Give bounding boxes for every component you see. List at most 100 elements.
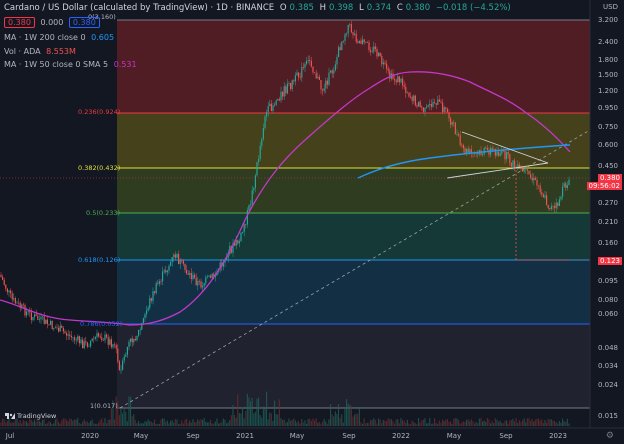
candle-body xyxy=(405,87,407,94)
volume-bar xyxy=(550,419,552,426)
volume-bar xyxy=(144,421,146,426)
triangle-pattern[interactable] xyxy=(446,131,549,179)
candle-body xyxy=(546,195,548,205)
candle-body xyxy=(448,112,450,119)
candle-body xyxy=(162,271,164,282)
volume-bar xyxy=(435,422,437,426)
candle-body xyxy=(534,177,536,180)
volume-bar xyxy=(218,423,220,426)
volume-bar xyxy=(522,420,524,426)
xtick: May xyxy=(289,432,305,440)
volume-bar xyxy=(117,401,119,426)
candle-body xyxy=(194,274,196,279)
volume-bar xyxy=(352,416,354,426)
volume-bar xyxy=(221,421,223,426)
candle-body xyxy=(309,59,311,61)
volume-legend[interactable]: Vol · ADA 8.553M xyxy=(4,47,79,56)
volume-bar xyxy=(331,414,333,426)
candle-body xyxy=(542,194,544,198)
symbol-header[interactable]: Cardano / US Dollar (calculated by Tradi… xyxy=(4,3,514,13)
volume-bar xyxy=(278,399,280,426)
candle-body xyxy=(470,149,472,153)
support-trendline[interactable] xyxy=(119,129,591,409)
volume-bar xyxy=(270,413,272,426)
candle-body xyxy=(419,101,421,107)
volume-bar xyxy=(112,400,114,426)
candle-body xyxy=(85,341,87,343)
symbol-title[interactable]: Cardano / US Dollar (calculated by Tradi… xyxy=(4,3,275,13)
volume-bar xyxy=(85,421,87,426)
tradingview-logo[interactable]: TradingView xyxy=(5,412,56,420)
volume-bar xyxy=(72,420,74,426)
candle-body xyxy=(477,153,479,155)
bid-button[interactable]: 0.380 xyxy=(4,17,35,28)
volume-bar xyxy=(219,422,221,426)
ma50-legend[interactable]: MA · 1W 50 close 0 SMA 5 0.531 xyxy=(4,60,140,69)
candle-body xyxy=(190,273,192,280)
candle-body xyxy=(413,95,415,101)
volume-bar xyxy=(533,421,535,426)
volume-bar xyxy=(501,423,503,426)
volume-bar xyxy=(334,411,336,426)
volume-bar xyxy=(541,419,543,426)
volume-bar xyxy=(320,423,322,426)
candle-body xyxy=(261,138,263,146)
ohlc-close: 0.380 xyxy=(405,3,431,13)
candle-body xyxy=(170,261,172,266)
volume-bar xyxy=(528,418,530,426)
candle-body xyxy=(16,302,18,304)
volume-bar xyxy=(147,419,149,426)
volume-bar xyxy=(248,397,250,426)
candle-body xyxy=(333,70,335,74)
candle-body xyxy=(14,298,16,304)
volume-bar xyxy=(19,420,21,426)
candle-body xyxy=(557,202,559,206)
candle-body xyxy=(3,279,5,285)
candle-body xyxy=(46,319,48,325)
ytick: 0.600 xyxy=(597,141,618,149)
candle-body xyxy=(234,243,236,246)
volume-bar xyxy=(74,419,76,426)
volume-bar xyxy=(102,422,104,426)
candle-body xyxy=(157,283,159,284)
candle-body xyxy=(355,33,357,42)
volume-bar xyxy=(45,423,47,426)
candle-body xyxy=(512,160,514,167)
volume-bar xyxy=(203,418,205,426)
candle-body xyxy=(254,175,256,188)
volume-bar xyxy=(322,421,324,426)
candle-body xyxy=(290,82,292,90)
candle-body xyxy=(88,346,90,347)
candle-body xyxy=(38,319,40,320)
volume-bar xyxy=(37,418,39,426)
ma50-line[interactable] xyxy=(0,71,571,326)
candle-body xyxy=(464,148,466,154)
ma200-line[interactable] xyxy=(357,144,571,179)
candle-body xyxy=(102,340,104,341)
candle-body xyxy=(430,104,432,107)
volume-bar xyxy=(526,418,528,426)
ma50-label: MA · 1W 50 close 0 SMA 5 xyxy=(4,60,109,69)
price-axis[interactable]: USD 3.200 2.400 1.800 1.500 1.200 0.950 … xyxy=(590,0,624,430)
gear-icon[interactable]: ⚙ xyxy=(605,431,614,441)
candle-body xyxy=(400,78,402,83)
volume-bar xyxy=(243,418,245,426)
ask-button[interactable]: 0.380 xyxy=(68,17,100,28)
volume-bar xyxy=(179,423,181,426)
candle-body xyxy=(504,150,506,160)
candle-body xyxy=(435,103,437,105)
volume-bar xyxy=(432,423,434,426)
candle-body xyxy=(398,76,400,83)
bid-ask-row: 0.380 0.000 0.380 xyxy=(4,17,103,28)
volume-bar xyxy=(301,419,303,426)
ytick: 1.500 xyxy=(597,71,618,79)
candle-body xyxy=(485,147,487,149)
volume-bar xyxy=(302,422,304,426)
volume-bar xyxy=(128,396,130,426)
candle-body xyxy=(410,96,412,98)
volume-bar xyxy=(0,422,2,426)
ma200-legend[interactable]: MA · 1W 200 close 0 0.605 xyxy=(4,33,117,42)
volume-bar xyxy=(3,419,5,426)
candle-body xyxy=(2,276,4,280)
